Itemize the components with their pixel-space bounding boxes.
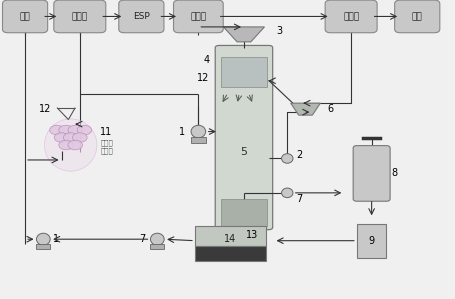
Text: 锅炉: 锅炉 [20, 12, 30, 21]
Circle shape [59, 140, 73, 150]
FancyBboxPatch shape [215, 45, 272, 230]
FancyBboxPatch shape [173, 0, 223, 33]
Circle shape [54, 133, 69, 142]
Circle shape [59, 125, 73, 135]
Text: 4: 4 [203, 55, 209, 65]
Bar [150, 244, 164, 249]
Text: 7: 7 [296, 194, 302, 204]
Text: 9: 9 [368, 236, 374, 246]
FancyBboxPatch shape [324, 0, 376, 33]
Text: 1: 1 [53, 234, 59, 244]
Text: 脱硫塔: 脱硫塔 [342, 12, 359, 21]
Bar [191, 137, 205, 143]
Bar [194, 246, 265, 261]
Text: 11: 11 [100, 126, 112, 137]
Circle shape [72, 133, 87, 142]
Ellipse shape [36, 233, 50, 245]
Text: 3: 3 [275, 26, 281, 36]
Ellipse shape [191, 125, 205, 138]
Bar [36, 244, 50, 249]
Text: 空预器: 空预器 [71, 12, 88, 21]
Ellipse shape [150, 233, 164, 245]
Text: 引风机: 引风机 [190, 12, 206, 21]
FancyBboxPatch shape [394, 0, 439, 33]
Bar [194, 227, 265, 246]
Text: 烟囱: 烟囱 [411, 12, 422, 21]
Text: 惰性液
体粒子: 惰性液 体粒子 [100, 139, 113, 154]
Polygon shape [290, 103, 319, 115]
Text: 8: 8 [390, 168, 396, 179]
Circle shape [63, 133, 78, 142]
Text: 13: 13 [246, 230, 258, 240]
Text: 5: 5 [240, 147, 247, 157]
Circle shape [68, 125, 82, 135]
Bar [220, 57, 267, 87]
FancyBboxPatch shape [54, 0, 106, 33]
Bar [356, 224, 385, 258]
Ellipse shape [281, 188, 292, 198]
Text: 14: 14 [224, 234, 236, 243]
Text: 12: 12 [39, 104, 52, 114]
FancyBboxPatch shape [118, 0, 164, 33]
Circle shape [68, 140, 82, 150]
Text: 1: 1 [178, 126, 184, 137]
Bar [220, 199, 267, 226]
Ellipse shape [281, 154, 292, 163]
Text: ESP: ESP [133, 12, 149, 21]
FancyBboxPatch shape [352, 146, 389, 201]
Text: 6: 6 [327, 104, 333, 114]
Ellipse shape [44, 119, 96, 171]
Text: 7: 7 [139, 234, 146, 244]
Circle shape [77, 125, 91, 135]
Polygon shape [223, 27, 264, 42]
Text: 12: 12 [197, 73, 209, 83]
FancyBboxPatch shape [3, 0, 47, 33]
Text: 2: 2 [296, 150, 302, 161]
Circle shape [50, 125, 64, 135]
